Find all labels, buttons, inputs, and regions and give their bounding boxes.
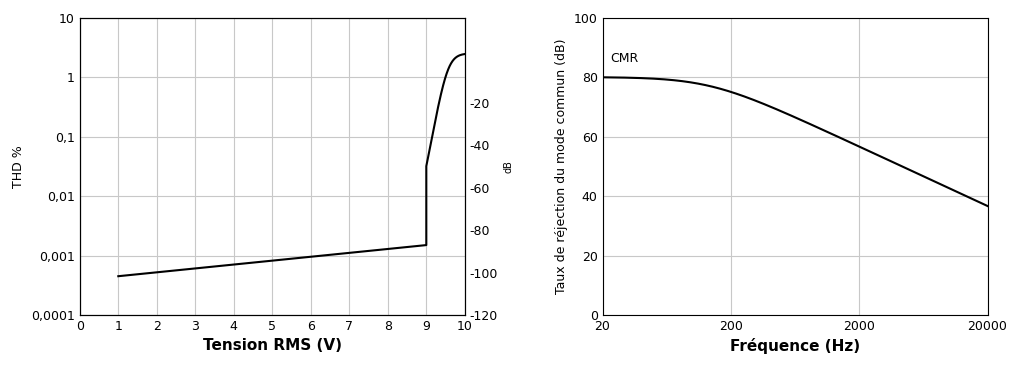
X-axis label: Fréquence (Hz): Fréquence (Hz): [730, 338, 859, 355]
Y-axis label: THD %: THD %: [12, 145, 25, 188]
Y-axis label: Taux de réjection du mode commun (dB): Taux de réjection du mode commun (dB): [554, 39, 568, 294]
Y-axis label: dB: dB: [503, 160, 514, 173]
X-axis label: Tension RMS (V): Tension RMS (V): [203, 338, 341, 353]
Text: CMR: CMR: [609, 52, 638, 65]
